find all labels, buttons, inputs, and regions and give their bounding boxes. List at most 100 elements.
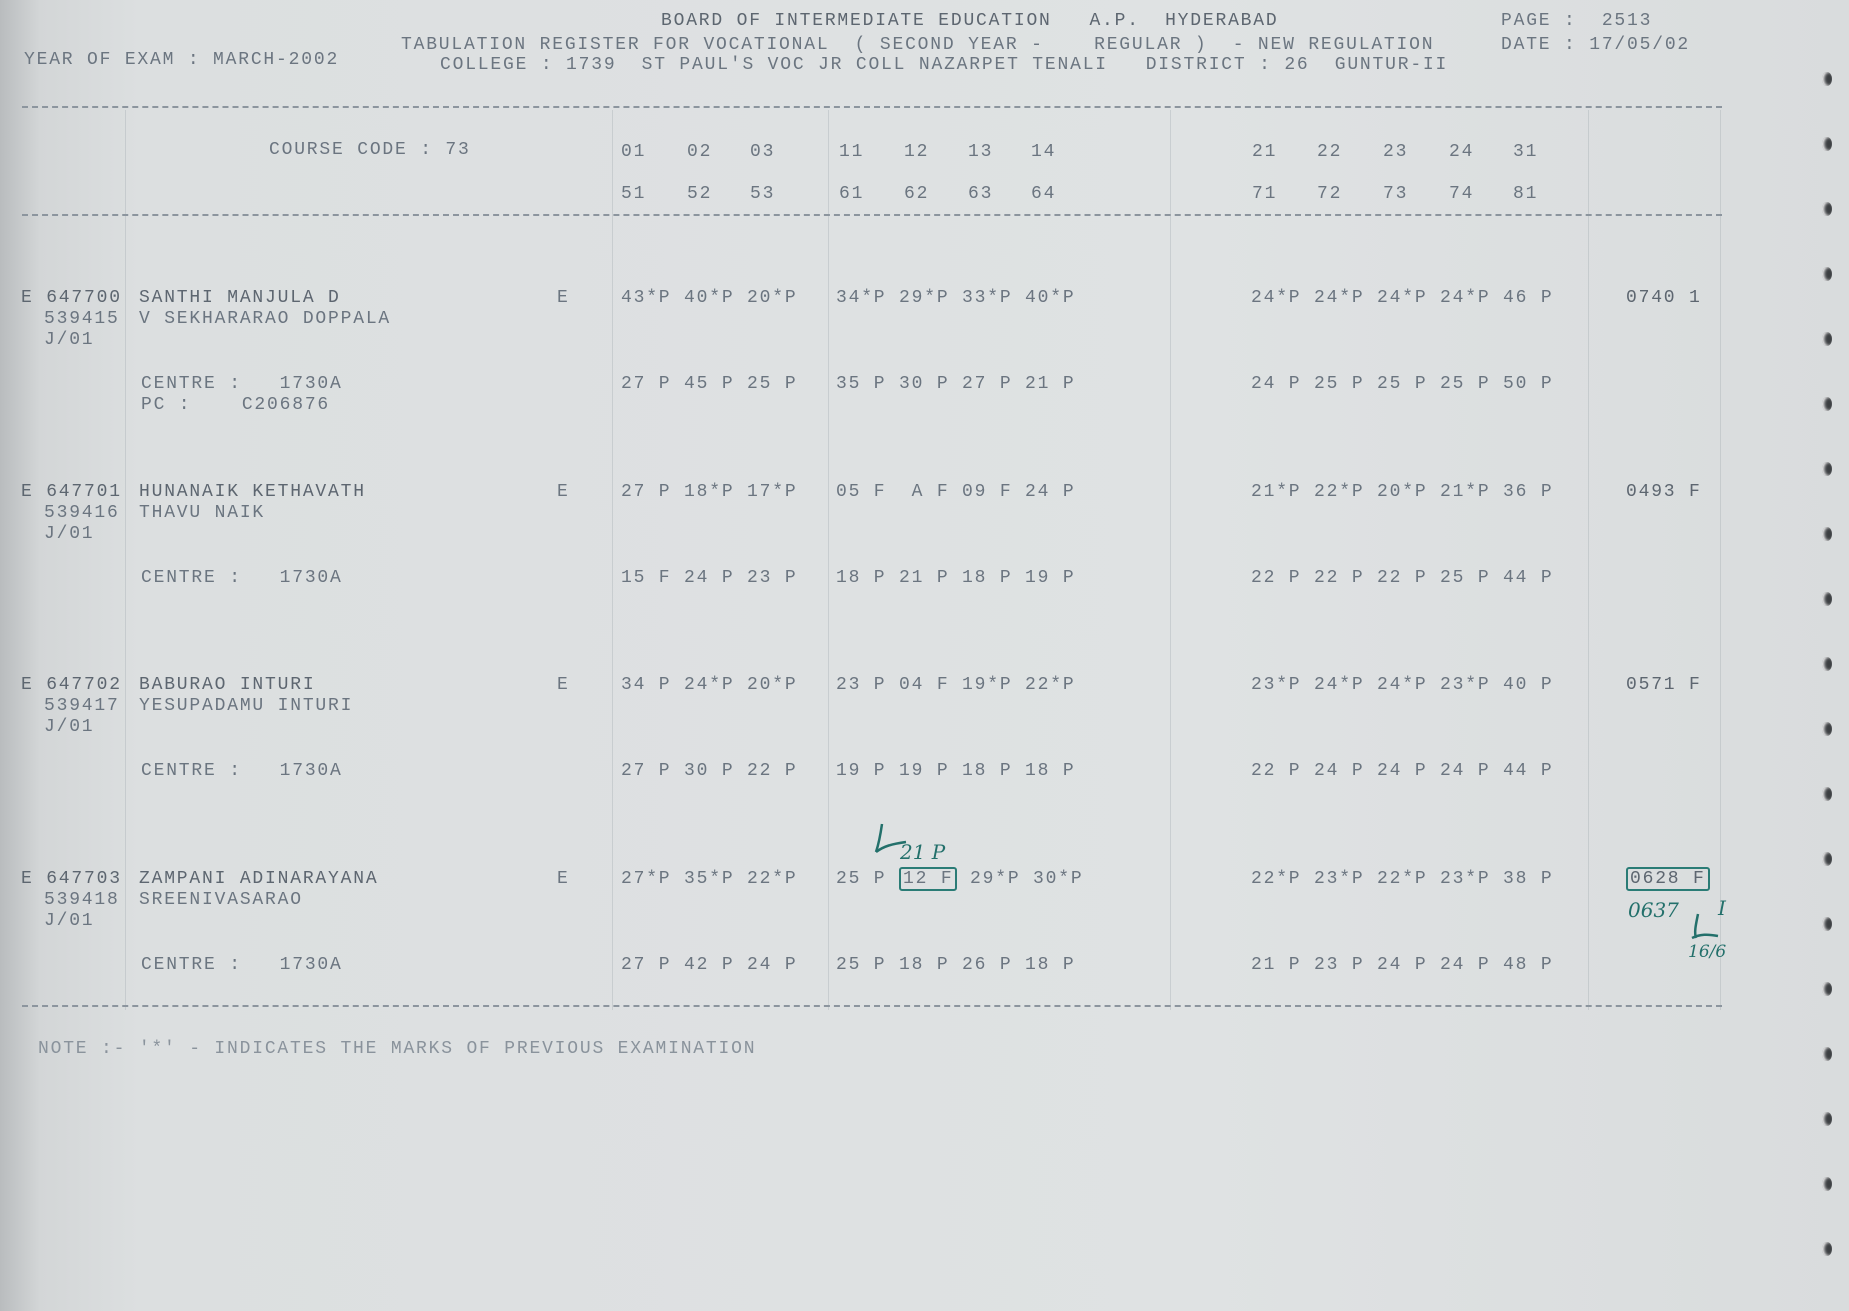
marks-group: 22 P 24 P 24 P 24 P 44 P [1251, 761, 1554, 781]
feed-hole [1822, 137, 1832, 151]
student-code: 539417 [44, 696, 120, 716]
marks-group: 05 F A F 09 F 24 P [836, 482, 1076, 502]
subject-code: 53 [750, 184, 776, 204]
subject-code: 21 [1252, 142, 1278, 162]
total-result: 0740 1 [1626, 288, 1702, 308]
feed-hole [1822, 72, 1832, 86]
feed-hole [1822, 397, 1832, 411]
subject-code: 63 [968, 184, 994, 204]
feed-hole [1822, 657, 1832, 671]
feed-hole [1822, 1177, 1832, 1191]
mark: 29*P 30*P [957, 869, 1084, 889]
footnote: NOTE :- '*' - INDICATES THE MARKS OF PRE… [38, 1039, 757, 1059]
initial-date: 16/6 [1688, 942, 1727, 962]
total-result: 0493 F [1626, 482, 1702, 502]
course-code: COURSE CODE : 73 [269, 140, 471, 160]
feed-hole [1822, 1242, 1832, 1256]
student-code: 539416 [44, 503, 120, 523]
subject-code: 22 [1317, 142, 1343, 162]
page-number: PAGE : 2513 [1501, 11, 1653, 31]
subject-code: 74 [1449, 184, 1475, 204]
subject-code: 51 [621, 184, 647, 204]
parent-name: THAVU NAIK [139, 503, 266, 523]
marks-group: 18 P 21 P 18 P 19 P [836, 568, 1076, 588]
feed-hole [1822, 202, 1832, 216]
subject-code: 12 [904, 142, 930, 162]
initial-mark-icon [874, 823, 907, 854]
divider [22, 214, 1722, 216]
student-code: 539418 [44, 890, 120, 910]
total-result: 0571 F [1626, 675, 1702, 695]
hall-ticket-number: E 647700 [21, 288, 122, 308]
feed-hole [1822, 722, 1832, 736]
marks-group: 34*P 29*P 33*P 40*P [836, 288, 1076, 308]
subject-code: 52 [687, 184, 713, 204]
centre: CENTRE : 1730A [141, 374, 343, 394]
subject-code: 81 [1513, 184, 1539, 204]
marks-group: 21*P 22*P 20*P 21*P 36 P [1251, 482, 1554, 502]
marks-group: 34 P 24*P 20*P [621, 675, 798, 695]
board-title: BOARD OF INTERMEDIATE EDUCATION A.P. HYD… [661, 11, 1279, 31]
correction-mark: 21 P [900, 840, 946, 864]
revised-total: 0637 [1628, 898, 1679, 922]
feed-hole [1822, 592, 1832, 606]
batch: J/01 [44, 911, 95, 931]
subject-code: 62 [904, 184, 930, 204]
marks-group: 24 P 25 P 25 P 25 P 50 P [1251, 374, 1554, 394]
marks-group: 15 F 24 P 23 P [621, 568, 798, 588]
print-date: DATE : 17/05/02 [1501, 35, 1691, 55]
centre: CENTRE : 1730A [141, 568, 343, 588]
divider [22, 1005, 1722, 1007]
medium: E [557, 869, 570, 889]
marks-group: 27 P 42 P 24 P [621, 955, 798, 975]
medium: E [557, 675, 570, 695]
centre: CENTRE : 1730A [141, 761, 343, 781]
marks-group: 23*P 24*P 24*P 23*P 40 P [1251, 675, 1554, 695]
subject-code: 73 [1383, 184, 1409, 204]
subject-code: 13 [968, 142, 994, 162]
subject-code: 31 [1513, 142, 1539, 162]
marks-group: 25 P 12 F 29*P 30*P [836, 867, 1084, 891]
revised-result: I [1718, 896, 1726, 920]
mark: 25 P [836, 869, 900, 889]
feed-hole [1822, 787, 1832, 801]
subject-code: 64 [1031, 184, 1057, 204]
parent-name: SREENIVASARAO [139, 890, 303, 910]
subject-code: 02 [687, 142, 713, 162]
subject-code: 72 [1317, 184, 1343, 204]
pc-number: PC : C206876 [141, 395, 331, 415]
subject-code: 24 [1449, 142, 1475, 162]
student-code: 539415 [44, 309, 120, 329]
medium: E [557, 288, 570, 308]
subject-code: 14 [1031, 142, 1057, 162]
subject-code: 11 [839, 142, 865, 162]
college-line: COLLEGE : 1739 ST PAUL'S VOC JR COLL NAZ… [440, 55, 1449, 75]
batch: J/01 [44, 330, 95, 350]
marks-group: 24*P 24*P 24*P 24*P 46 P [1251, 288, 1554, 308]
feed-hole [1822, 332, 1832, 346]
feed-hole [1822, 462, 1832, 476]
feed-hole [1822, 1047, 1832, 1061]
hall-ticket-number: E 647701 [21, 482, 122, 502]
centre: CENTRE : 1730A [141, 955, 343, 975]
feed-hole [1822, 527, 1832, 541]
parent-name: YESUPADAMU INTURI [139, 696, 354, 716]
year-of-exam: YEAR OF EXAM : MARCH-2002 [24, 50, 340, 70]
hall-ticket-number: E 647703 [21, 869, 122, 889]
divider [22, 106, 1722, 108]
marks-group: 27 P 18*P 17*P [621, 482, 798, 502]
marks-group: 22 P 22 P 22 P 25 P 44 P [1251, 568, 1554, 588]
marks-group: 43*P 40*P 20*P [621, 288, 798, 308]
subject-code: 71 [1252, 184, 1278, 204]
marks-group: 35 P 30 P 27 P 21 P [836, 374, 1076, 394]
feed-hole [1822, 267, 1832, 281]
subject-code: 61 [839, 184, 865, 204]
student-name: SANTHI MANJULA D [139, 288, 341, 308]
batch: J/01 [44, 524, 95, 544]
subject-code: 01 [621, 142, 647, 162]
register-title: TABULATION REGISTER FOR VOCATIONAL ( SEC… [401, 35, 1435, 55]
marks-group: 27 P 45 P 25 P [621, 374, 798, 394]
feed-hole [1822, 982, 1832, 996]
feed-hole [1822, 852, 1832, 866]
subject-code: 23 [1383, 142, 1409, 162]
